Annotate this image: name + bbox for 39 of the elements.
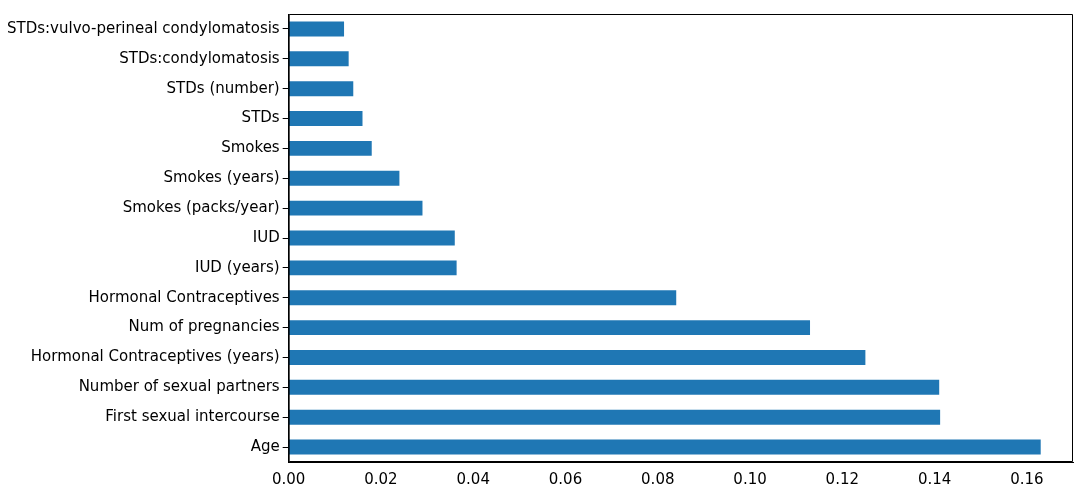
bar [288,21,345,37]
y-tick-label: IUD [252,227,280,246]
bar [288,350,866,365]
y-tick-label: Smokes (years) [163,168,280,187]
bar [288,200,423,216]
y-tick-label: STDs (number) [166,78,280,97]
y-tick-label: Number of sexual partners [78,377,280,396]
x-tick-label: 0.16 [1010,469,1044,488]
y-tick-label: Smokes (packs/year) [122,198,280,217]
bar [288,320,811,336]
y-tick-label: Age [250,436,280,455]
x-tick-label: 0.14 [917,469,952,488]
x-tick-label: 0.08 [641,469,675,488]
bar [288,409,941,425]
bar [288,51,349,67]
bar [288,260,457,276]
x-tick-label: 0.04 [456,469,490,488]
y-tick-label: STDs [241,108,280,127]
y-tick-label: Num of pregnancies [128,317,280,336]
x-tick-label: 0.10 [733,469,767,488]
y-tick-label: First sexual intercourse [105,407,280,426]
x-tick-label: 0.12 [825,469,860,488]
bar [288,140,372,156]
bar [288,379,940,395]
bar [288,81,354,97]
y-tick-label: Hormonal Contraceptives (years) [30,347,280,366]
bar [288,439,1041,455]
y-tick-label: IUD (years) [194,257,280,276]
bar [288,170,400,186]
y-tick-label: Hormonal Contraceptives [88,287,280,306]
x-tick-label: 0.06 [548,469,583,488]
y-tick-label: Smokes [221,138,280,157]
x-tick-label: 0.02 [364,469,398,488]
bar [288,290,677,306]
bar [288,111,363,126]
x-tick-label: 0.00 [271,469,306,488]
y-tick-label: STDs:condylomatosis [119,48,280,67]
y-tick-label: STDs:vulvo-perineal condylomatosis [6,18,280,37]
bar [288,230,455,246]
